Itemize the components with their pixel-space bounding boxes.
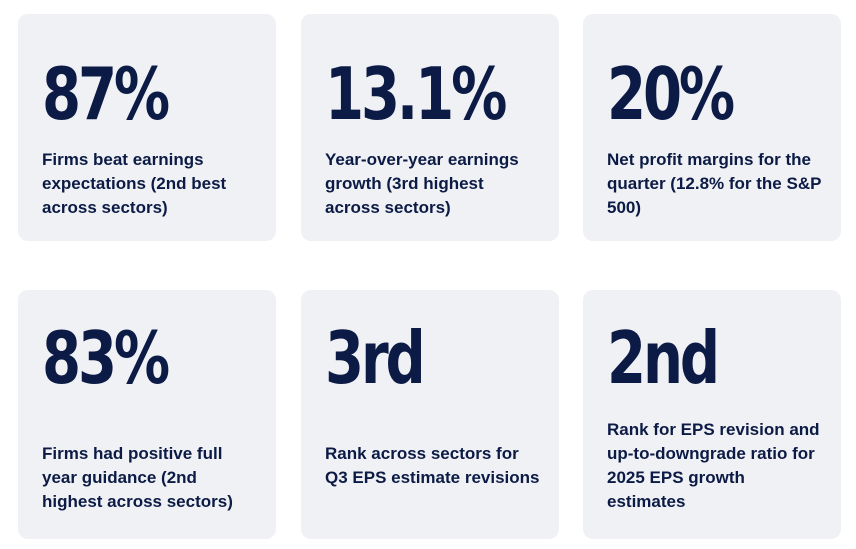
stat-value: 20% <box>607 52 735 136</box>
stat-card-earnings-growth: 13.1% Year-over-year earnings growth (3r… <box>301 14 559 241</box>
stat-description: Year-over-year earnings growth (3rd high… <box>325 150 519 217</box>
stat-card-eps-estimate-rank: 3rd Rank across sectors for Q3 EPS estim… <box>301 290 559 539</box>
stat-value: 3rd <box>325 316 426 400</box>
stat-description: Firms had positive full year guidance (2… <box>42 444 233 511</box>
stat-description: Rank for EPS revision and up-to-downgrad… <box>607 420 820 511</box>
stat-description: Rank across sectors for Q3 EPS estimate … <box>325 444 540 487</box>
stat-value: 83% <box>42 316 170 400</box>
stat-value: 2nd <box>607 316 720 400</box>
stat-card-net-profit-margins: 20% Net profit margins for the quarter (… <box>583 14 841 241</box>
stat-card-firms-beat-earnings: 87% Firms beat earnings expectations (2n… <box>18 14 276 241</box>
stat-card-eps-revision-rank: 2nd Rank for EPS revision and up-to-down… <box>583 290 841 539</box>
stat-description: Firms beat earnings expectations (2nd be… <box>42 150 227 217</box>
stat-value: 87% <box>42 52 170 136</box>
stat-value: 13.1% <box>325 52 507 136</box>
stat-card-positive-guidance: 83% Firms had positive full year guidanc… <box>18 290 276 539</box>
stat-description: Net profit margins for the quarter (12.8… <box>607 150 822 217</box>
